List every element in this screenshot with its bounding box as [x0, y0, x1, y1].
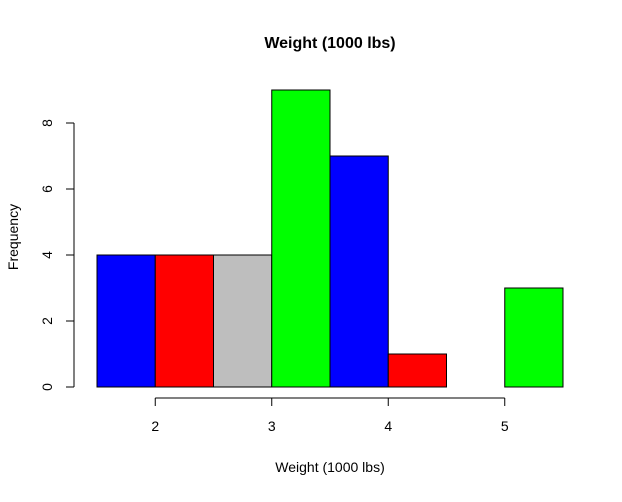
chart-title: Weight (1000 lbs) — [264, 35, 395, 52]
y-tick-label-4: 4 — [39, 251, 55, 259]
histogram-bar-2 — [154, 254, 214, 388]
y-tick-label-8: 8 — [39, 119, 55, 127]
y-axis-label: Frequency — [5, 204, 21, 270]
y-tick-label-2: 2 — [39, 317, 55, 325]
y-tick-label-0: 0 — [39, 383, 55, 391]
x-tick-label-4: 4 — [384, 418, 392, 434]
histogram-bar-4 — [271, 89, 331, 388]
x-axis-label: Weight (1000 lbs) — [275, 459, 384, 475]
x-tick-label-5: 5 — [501, 418, 509, 434]
x-axis: 2 3 4 5 — [151, 397, 509, 434]
histogram-bar-5 — [329, 155, 389, 388]
histogram-bar-3 — [213, 254, 273, 388]
bars-layer — [96, 89, 564, 388]
x-tick-label-2: 2 — [151, 418, 159, 434]
histogram-bar-8 — [504, 287, 564, 388]
x-tick-label-3: 3 — [268, 418, 276, 434]
y-tick-label-6: 6 — [39, 185, 55, 193]
histogram-bar-1 — [96, 254, 156, 388]
y-axis: 0 2 4 6 8 — [39, 119, 75, 391]
histogram-bar-6 — [387, 353, 447, 388]
